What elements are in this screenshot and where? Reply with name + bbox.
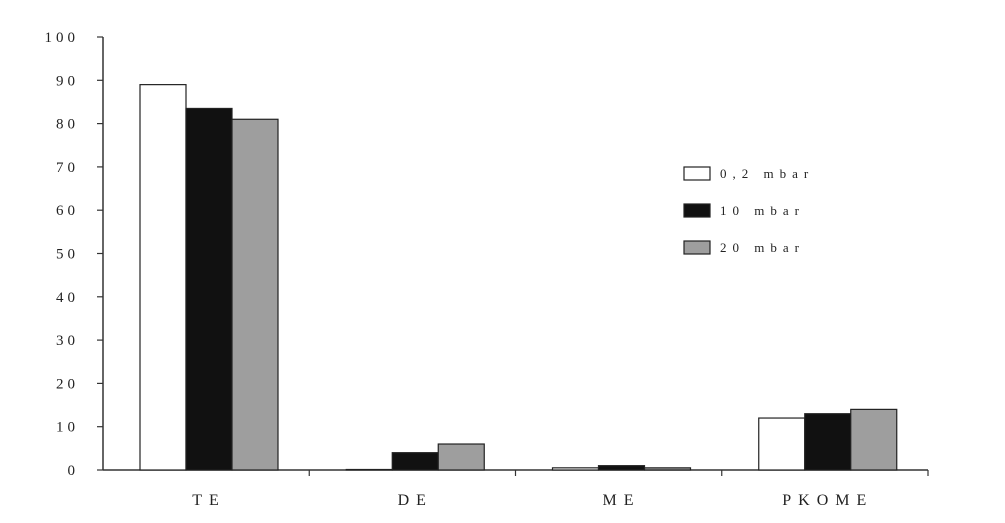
bar-de-series-1 <box>345 468 393 471</box>
bar-me-series-3 <box>643 467 692 471</box>
x-category-label: ME <box>603 492 641 509</box>
y-tick-label: 50 <box>56 247 79 263</box>
axes: 0 10 20 30 40 50 60 70 80 90 100 TE DE ME PKOME <box>45 30 929 509</box>
legend-label: 10 mbar <box>720 203 805 218</box>
y-tick-label: 20 <box>56 376 79 392</box>
bar-pkome-series-3 <box>850 408 898 471</box>
y-tick-label: 70 <box>56 160 79 176</box>
y-tick-label: 80 <box>56 117 79 133</box>
bar-pkome-series-2 <box>804 413 852 471</box>
bar-de-series-3 <box>437 443 485 471</box>
legend-swatch <box>683 240 711 255</box>
legend-swatch <box>683 166 711 181</box>
x-category-label: TE <box>192 492 226 509</box>
y-tick-label: 100 <box>45 30 80 46</box>
bar-de-series-2 <box>391 452 439 471</box>
bar-pkome-series-1 <box>758 417 806 471</box>
y-tick-label: 60 <box>56 203 79 219</box>
y-tick-label: 40 <box>56 290 79 306</box>
y-tick-label: 0 <box>68 463 80 479</box>
y-tick-label: 30 <box>56 333 79 349</box>
legend-swatch <box>683 203 711 218</box>
bars <box>139 84 898 471</box>
y-tick-label: 10 <box>56 420 79 436</box>
bar-me-series-1 <box>551 467 600 471</box>
x-category-label: PKOME <box>782 492 873 509</box>
bar-te-series-2 <box>185 107 233 471</box>
x-category-label: DE <box>398 492 433 509</box>
legend: 0,2 mbar 10 mbar 20 mbar <box>683 166 814 255</box>
bar-te-series-3 <box>231 118 279 471</box>
legend-label: 0,2 mbar <box>720 166 814 181</box>
y-tick-label: 90 <box>56 73 79 89</box>
bar-me-series-2 <box>597 465 646 471</box>
legend-label: 20 mbar <box>720 240 805 255</box>
bar-te-series-1 <box>139 84 187 471</box>
